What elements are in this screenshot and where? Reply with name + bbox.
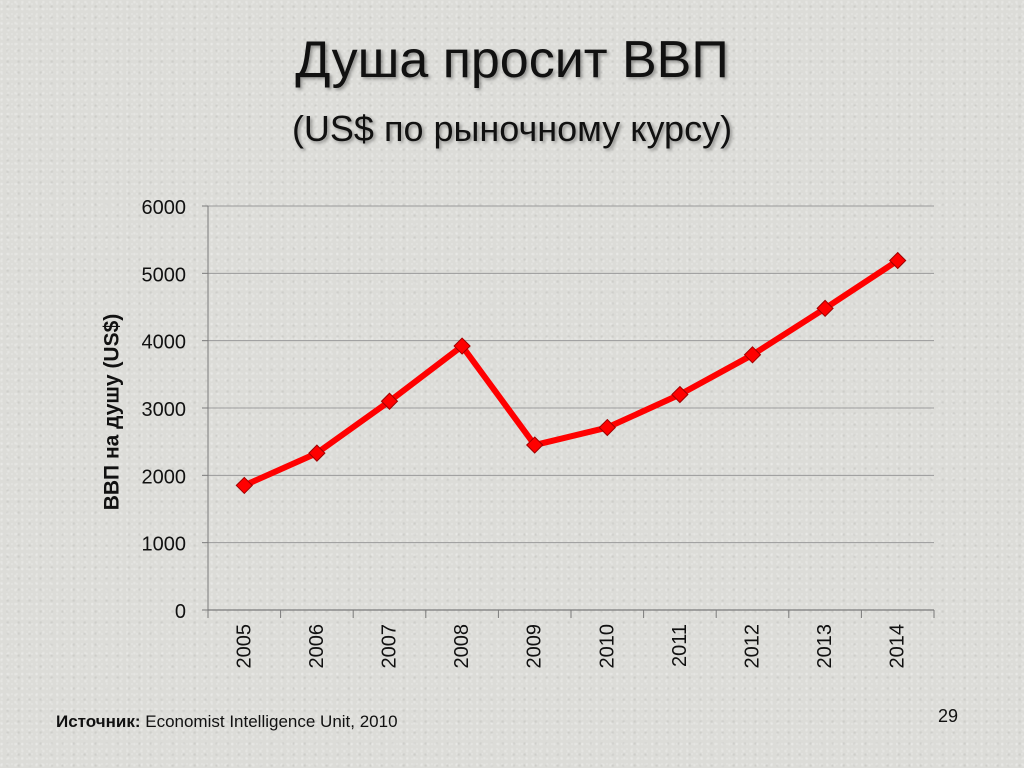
x-tick-label: 2011	[669, 624, 691, 667]
y-axis-label: ВВП на душу (US$)	[101, 314, 124, 511]
source-label: Источник:	[56, 712, 141, 731]
x-tick-label: 2007	[379, 624, 401, 669]
slide-subtitle: (US$ по рыночному курсу)	[291, 108, 733, 149]
y-tick-label: 2000	[142, 466, 187, 488]
data-point	[308, 444, 326, 462]
x-tick-labels: 2005 2006 2007 2008 2009 2010 2011 2012 2013 2014	[233, 624, 908, 669]
slide-title: Душа просит ВВП	[295, 31, 729, 89]
y-tick-label: 3000	[142, 399, 187, 421]
x-tick-label: 2010	[596, 624, 618, 669]
data-point	[380, 392, 399, 410]
x-tick-label: 2006	[306, 624, 328, 669]
data-point	[598, 418, 617, 437]
axes	[207, 206, 935, 618]
x-tick-label: 2012	[742, 624, 764, 669]
x-tick-label: 2009	[524, 624, 546, 669]
y-tick-label: 6000	[142, 197, 187, 219]
x-tick-label: 2005	[233, 624, 255, 669]
data-point	[888, 251, 907, 270]
x-tick-label: 2014	[887, 624, 909, 669]
grid-lines	[202, 205, 934, 611]
y-tick-label: 0	[175, 601, 186, 623]
series-gdp-per-capita	[235, 251, 907, 495]
y-tick-labels: 0 1000 2000 3000 4000 5000 6000	[142, 197, 187, 623]
page-number: 29	[938, 706, 959, 726]
y-tick-label: 5000	[142, 264, 187, 286]
series-line	[241, 257, 901, 489]
data-point	[235, 476, 254, 495]
source-text: Economist Intelligence Unit, 2010	[145, 712, 398, 731]
y-tick-label: 4000	[142, 332, 187, 354]
source-note: Источник: Economist Intelligence Unit, 2…	[56, 712, 398, 732]
data-point	[525, 436, 544, 454]
x-tick-label: 2013	[814, 624, 836, 669]
x-tick-label: 2008	[451, 624, 473, 669]
data-point	[816, 299, 834, 318]
data-point	[671, 385, 689, 404]
data-point	[743, 346, 762, 364]
data-point	[453, 337, 471, 355]
y-tick-label: 1000	[142, 534, 187, 556]
